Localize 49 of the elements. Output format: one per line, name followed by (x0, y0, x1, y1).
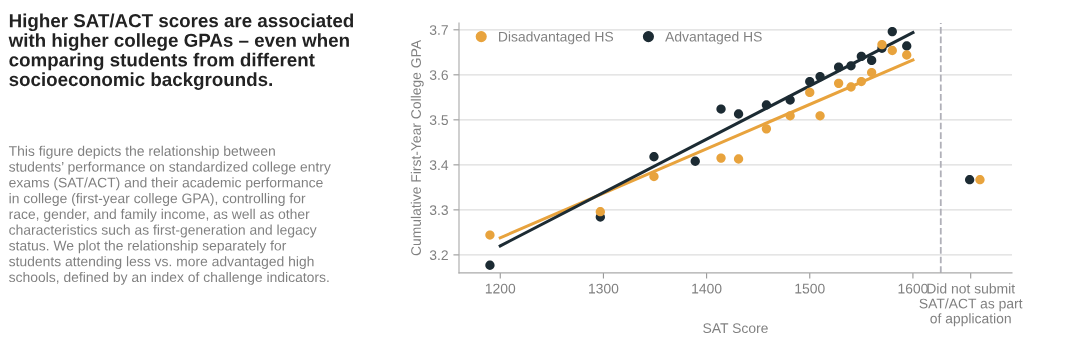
y-tick-label: 3.2 (429, 250, 448, 261)
y-axis-title: Cumulative First-Year College GPA (410, 39, 424, 256)
x-tick-label: 1600 (898, 283, 928, 294)
point (733, 109, 744, 119)
x-axis-title: SAT Score (703, 323, 768, 334)
point (649, 152, 659, 162)
point (815, 111, 825, 121)
point (761, 124, 772, 134)
point (902, 50, 912, 60)
point (733, 154, 744, 164)
point (887, 26, 897, 37)
point (716, 104, 726, 114)
point (485, 230, 495, 240)
point (785, 111, 795, 121)
x-tick-label: 1200 (485, 283, 516, 294)
y-tick-label: 3.7 (429, 25, 448, 35)
point (833, 78, 844, 89)
point (761, 100, 772, 110)
x-tick-label: 1300 (589, 283, 619, 294)
point (846, 61, 856, 71)
legend-label: Advantaged HS (665, 31, 762, 45)
point (975, 175, 985, 185)
point (867, 67, 877, 78)
point (856, 76, 866, 87)
legend-label: Disadvantaged HS (499, 31, 614, 45)
point (902, 41, 912, 51)
x-tick-label: 1500 (795, 283, 825, 294)
point (649, 171, 659, 182)
point (887, 45, 897, 56)
point (833, 62, 844, 72)
point (485, 260, 495, 270)
y-tick-label: 3.6 (429, 70, 448, 80)
y-tick-label: 3.3 (429, 205, 448, 216)
y-tick-label: 3.5 (429, 115, 448, 126)
text: This figure depicts the relationship between students’ performance on standardized college entry exams (SAT/ACT) and their academic performance in college (first-year college GPA), controlling for race, gender, and family income, as well as other characteristics such as first-generation and legacy status. We plot the relationship separately for students attending less vs. more advantaged high schools, defined by an index of challenge indicators. (8, 145, 331, 285)
point (815, 71, 825, 82)
point (595, 207, 605, 217)
point (965, 175, 975, 185)
point (846, 82, 856, 92)
point (867, 55, 877, 66)
y-tick-label: 3.4 (429, 160, 449, 171)
point (785, 95, 795, 105)
text: Higher SAT/ACT scores are associated with higher college GPAs – even when comparing students from different socioeconomic backgrounds. (8, 13, 354, 90)
point (805, 76, 815, 87)
point (856, 51, 866, 62)
x-tick-label: 1400 (692, 283, 722, 294)
point (805, 87, 815, 98)
point (716, 153, 726, 163)
point (690, 156, 700, 166)
